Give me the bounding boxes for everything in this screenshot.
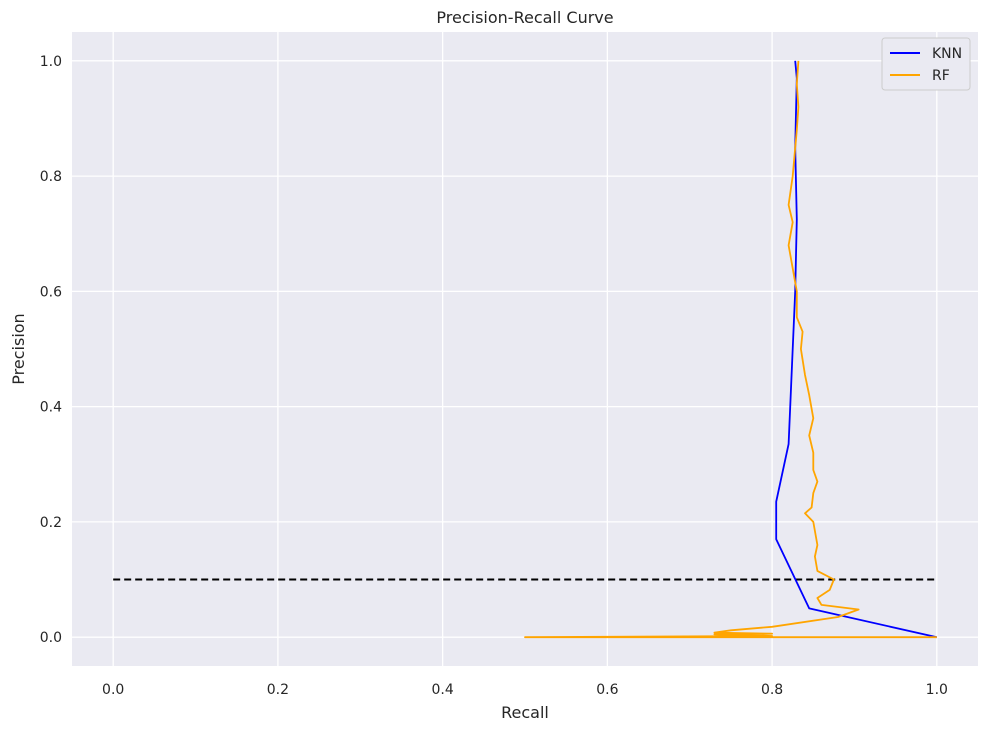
plot-area xyxy=(72,32,978,666)
series-line-rf xyxy=(524,60,937,639)
x-tick-label-0: 0.0 xyxy=(102,682,124,698)
grid-lines xyxy=(72,32,978,666)
y-tick-label-1: 0.2 xyxy=(40,515,62,531)
x-tick-labels: 0.0 0.2 0.4 0.6 0.8 1.0 xyxy=(102,682,948,698)
legend-label-rf: RF xyxy=(932,68,950,84)
series-line-knn xyxy=(775,60,937,639)
x-tick-label-2: 0.4 xyxy=(432,682,454,698)
x-tick-label-5: 1.0 xyxy=(926,682,948,698)
y-tick-label-5: 1.0 xyxy=(40,54,62,70)
y-tick-labels: 0.0 0.2 0.4 0.6 0.8 1.0 xyxy=(40,54,62,646)
x-tick-label-3: 0.6 xyxy=(596,682,618,698)
x-tick-label-4: 0.8 xyxy=(761,682,783,698)
legend-box xyxy=(881,37,971,91)
chart-title: Precision-Recall Curve xyxy=(436,8,613,27)
x-axis-title: Recall xyxy=(501,703,549,722)
y-tick-label-0: 0.0 xyxy=(40,630,62,646)
y-tick-label-3: 0.6 xyxy=(40,284,62,300)
legend: KNN RF xyxy=(881,37,971,91)
y-tick-label-2: 0.4 xyxy=(40,400,62,416)
y-axis-title: Precision xyxy=(9,313,28,384)
legend-label-knn: KNN xyxy=(932,46,962,62)
x-tick-label-1: 0.2 xyxy=(267,682,289,698)
y-tick-label-4: 0.8 xyxy=(40,169,62,185)
series-layer xyxy=(524,60,937,639)
